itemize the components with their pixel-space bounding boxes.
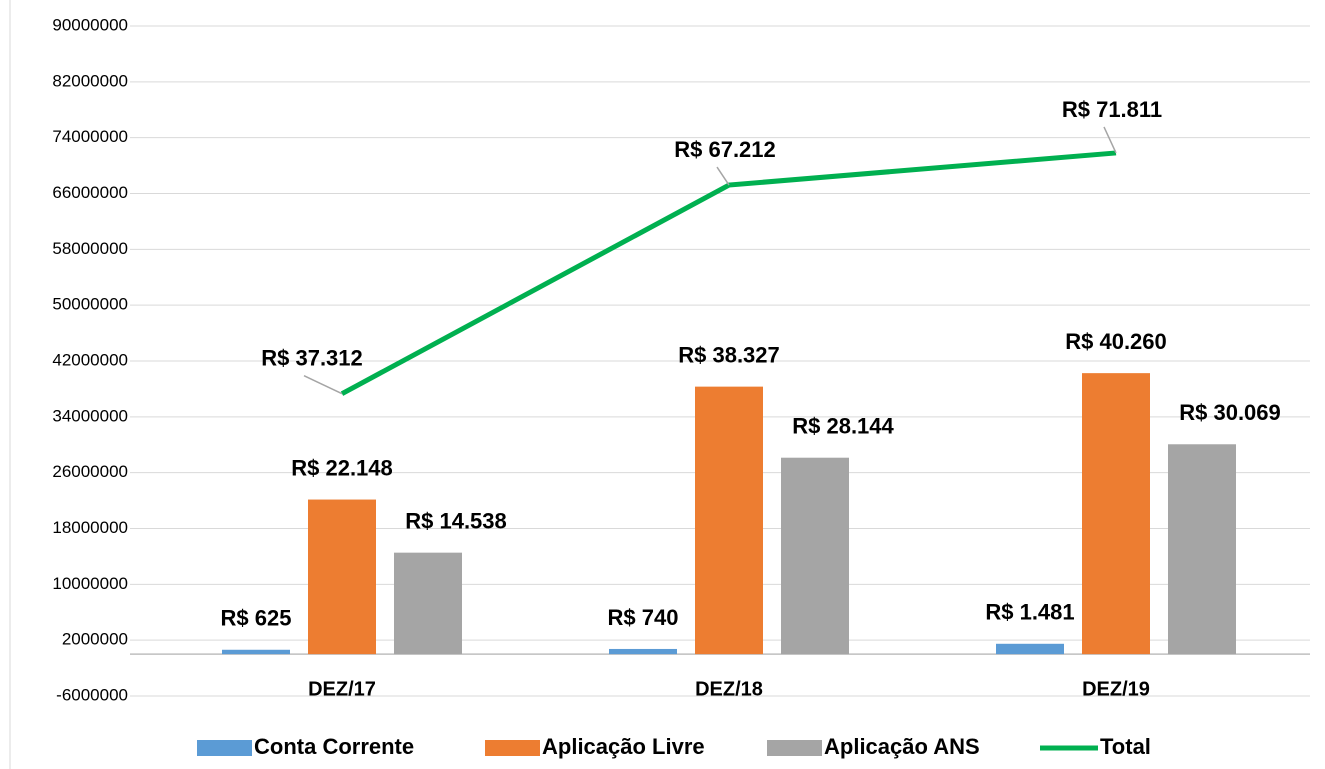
data-label: R$ 740 xyxy=(608,605,679,630)
y-tick-label: 10000000 xyxy=(52,574,128,593)
data-label: R$ 1.481 xyxy=(985,600,1074,625)
data-label: R$ 67.212 xyxy=(674,137,776,162)
bar xyxy=(394,552,462,655)
y-tick-label: 74000000 xyxy=(52,127,128,146)
legend-swatch xyxy=(767,740,822,756)
data-label: R$ 37.312 xyxy=(261,346,363,371)
bar xyxy=(996,643,1064,655)
legend-label: Total xyxy=(1100,734,1151,759)
x-tick-label: DEZ/17 xyxy=(308,678,376,700)
bar xyxy=(781,457,849,655)
y-tick-label: -6000000 xyxy=(56,685,128,704)
bar xyxy=(308,499,376,655)
legend-label: Aplicação Livre xyxy=(542,734,705,759)
bar xyxy=(222,649,290,655)
y-tick-label: 26000000 xyxy=(52,462,128,481)
data-label: R$ 28.144 xyxy=(792,414,894,439)
x-tick-label: DEZ/19 xyxy=(1082,678,1150,700)
data-label: R$ 30.069 xyxy=(1179,400,1281,425)
y-tick-label: 90000000 xyxy=(52,15,128,34)
y-tick-label: 82000000 xyxy=(52,71,128,90)
bar xyxy=(695,386,763,655)
data-label: R$ 71.811 xyxy=(1062,97,1162,122)
y-tick-label: 50000000 xyxy=(52,295,128,314)
bar xyxy=(609,648,677,655)
data-label: R$ 38.327 xyxy=(678,342,780,367)
legend-swatch xyxy=(485,740,540,756)
legend-swatch xyxy=(197,740,252,756)
leader-line xyxy=(716,166,730,186)
y-tick-label: 42000000 xyxy=(52,350,128,369)
data-label: R$ 625 xyxy=(221,606,292,631)
y-tick-label: 18000000 xyxy=(52,518,128,537)
leader-line xyxy=(303,375,343,395)
data-label: R$ 40.260 xyxy=(1065,329,1167,354)
bar xyxy=(1168,444,1236,655)
data-label: R$ 14.538 xyxy=(405,508,507,533)
y-tick-label: 66000000 xyxy=(52,183,128,202)
y-tick-label: 58000000 xyxy=(52,239,128,258)
legend-label: Aplicação ANS xyxy=(824,734,980,759)
legend-label: Conta Corrente xyxy=(254,734,414,759)
x-tick-label: DEZ/18 xyxy=(695,678,763,700)
y-tick-label: 2000000 xyxy=(62,630,128,649)
y-tick-label: 34000000 xyxy=(52,406,128,425)
bar xyxy=(1082,373,1150,655)
leader-line xyxy=(1103,126,1117,154)
data-label: R$ 22.148 xyxy=(291,455,393,480)
